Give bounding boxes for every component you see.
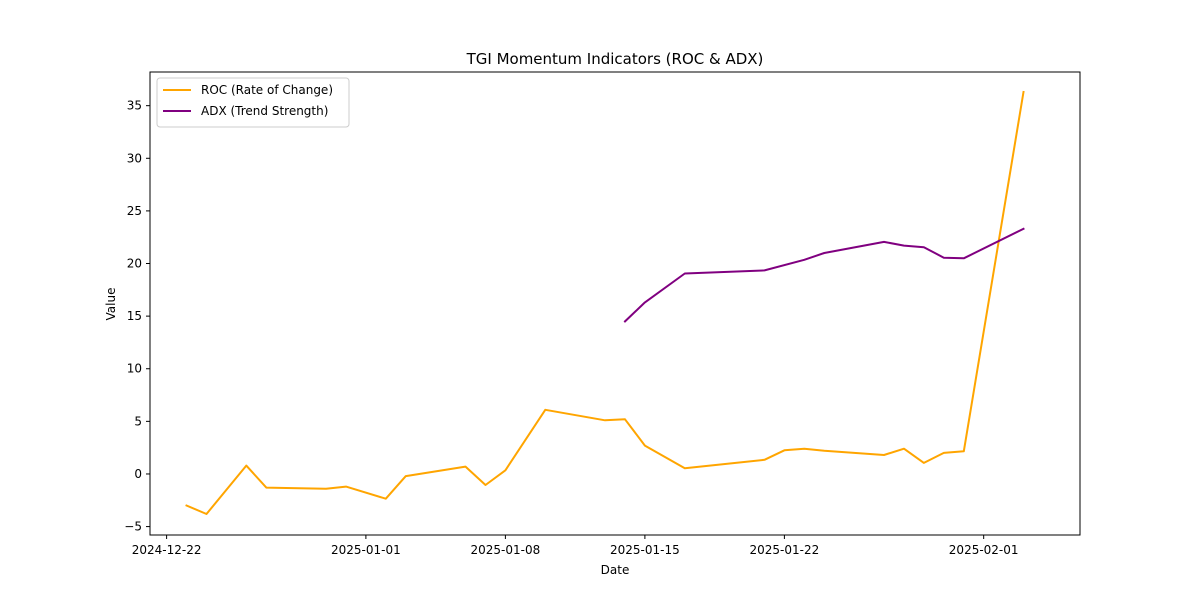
x-tick-label: 2025-01-08 — [471, 543, 541, 557]
y-axis-ticks: −5 0 5 10 15 20 25 30 35 — [124, 99, 150, 534]
x-tick-label: 2025-01-15 — [610, 543, 680, 557]
legend: ROC (Rate of Change) ADX (Trend Strength… — [156, 77, 350, 128]
y-tick-label: 25 — [127, 204, 142, 218]
plot-area — [149, 71, 1081, 536]
axes-frame — [149, 71, 1081, 536]
y-tick-label: 20 — [127, 257, 142, 271]
x-tick-label: 2025-01-22 — [750, 543, 820, 557]
y-tick-label: 10 — [127, 362, 142, 376]
series-group — [185, 90, 1025, 515]
x-tick-label: 2025-02-01 — [949, 543, 1019, 557]
legend-label-roc: ROC (Rate of Change) — [201, 83, 333, 97]
chart-title: TGI Momentum Indicators (ROC & ADX) — [466, 50, 764, 68]
x-axis-label: Date — [601, 563, 630, 577]
x-tick-label: 2024-12-22 — [132, 543, 202, 557]
x-tick-label: 2025-01-01 — [331, 543, 401, 557]
series-line-roc — [185, 90, 1025, 515]
series-line-adx — [623, 227, 1025, 323]
x-axis-ticks: 2024-12-22 2025-01-01 2025-01-08 2025-01-15… — [132, 535, 1019, 557]
y-tick-label: 30 — [127, 151, 142, 165]
y-axis-label: Value — [104, 288, 118, 321]
y-tick-label: −5 — [124, 520, 142, 534]
legend-frame — [156, 77, 350, 128]
y-tick-label: 15 — [127, 309, 142, 323]
y-tick-label: 5 — [134, 414, 142, 428]
y-tick-label: 35 — [127, 99, 142, 113]
legend-label-adx: ADX (Trend Strength) — [201, 104, 328, 118]
y-tick-label: 0 — [134, 467, 142, 481]
